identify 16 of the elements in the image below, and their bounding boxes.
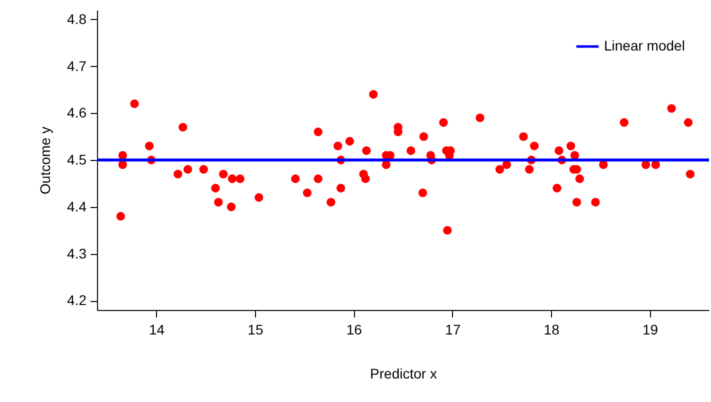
y-tick-label: 4.8 <box>67 10 87 27</box>
x-tick-label: 14 <box>148 322 165 338</box>
y-tick-label: 4.5 <box>67 152 87 168</box>
x-tick-label: 17 <box>445 322 461 338</box>
x-tick-label: 18 <box>544 322 560 338</box>
x-tick-label: 19 <box>642 322 658 338</box>
x-tick-label: 15 <box>248 322 264 338</box>
y-tick-label: 4.7 <box>67 58 87 74</box>
legend-label: Linear model <box>604 38 685 54</box>
y-tick-label: 4.6 <box>67 104 87 121</box>
x-tick-label: 16 <box>346 322 362 338</box>
y-tick-label: 4.2 <box>67 292 87 308</box>
y-tick-label: 4.3 <box>67 245 87 262</box>
x-axis-title: Predictor x <box>370 366 437 382</box>
y-tick-label: 4.4 <box>67 198 87 214</box>
y-axis-title: Outcome y <box>37 126 54 194</box>
